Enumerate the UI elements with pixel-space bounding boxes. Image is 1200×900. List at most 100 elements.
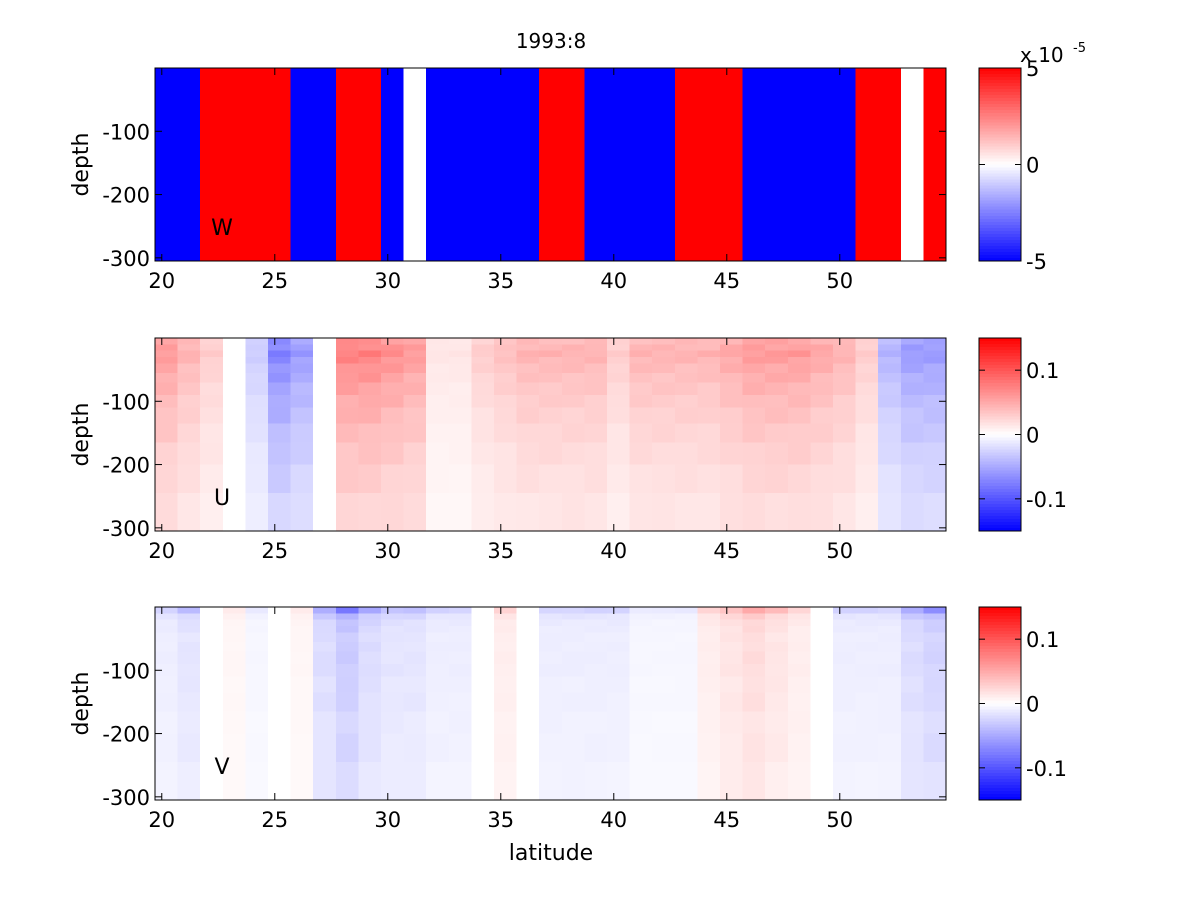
heatmap-cell [833,86,857,94]
heatmap-cell [313,442,337,466]
heatmap-cell [200,137,224,155]
heatmap-cell [381,344,405,352]
heatmap-cell [335,93,359,104]
colorbar-swatch [979,155,1021,160]
heatmap-cell [787,607,811,614]
figure-title: 1993:8 [516,29,586,53]
heatmap-cell [810,350,834,358]
heatmap-cell [607,619,631,627]
heatmap-cell [471,102,495,113]
heatmap-cell [155,692,179,713]
heatmap-cell [833,356,857,364]
heatmap-cell [787,442,811,466]
colorbar-swatch [979,230,1021,235]
heatmap-cell [720,641,744,652]
heatmap-cell [448,711,472,735]
heatmap-cell [222,93,246,104]
heatmap-cell [607,124,631,139]
heatmap-cell [268,407,292,425]
heatmap-cell [765,86,789,94]
heatmap-cell [177,382,201,396]
heatmap-cell [720,625,744,633]
heatmap-cell [855,363,879,374]
heatmap-cell [177,641,201,652]
heatmap-cell [539,372,563,383]
heatmap-cell [448,172,472,196]
heatmap-cell [222,80,246,88]
heatmap-cell [177,86,201,94]
heatmap-cell [900,372,924,383]
heatmap-cell [516,338,540,345]
heatmap-cell [742,86,766,94]
colorbar-swatch [979,670,1021,674]
heatmap-cell [335,625,359,633]
heatmap-cell [335,153,359,174]
heatmap-cell [878,356,902,364]
colorbar-swatch [979,188,1021,193]
heatmap-cell [810,442,834,466]
heatmap-cell [584,68,608,75]
heatmap-cell [494,632,518,643]
heatmap-cell [313,464,337,494]
heatmap-cell [245,651,269,665]
heatmap-cell [607,625,631,633]
heatmap-cell [268,651,292,665]
heatmap-cell [381,68,405,75]
colorbar-tick-label: -0.1 [1026,757,1067,781]
heatmap-cell [810,613,834,621]
heatmap-cell [765,344,789,352]
heatmap-cell [923,223,947,262]
heatmap-cell [335,338,359,345]
heatmap-cell [358,762,382,801]
heatmap-cell [335,733,359,763]
heatmap-cell [494,344,518,352]
heatmap-cell [290,442,314,466]
heatmap-cell [155,68,179,75]
colorbar-swatch [979,709,1021,714]
heatmap-cell [833,442,857,466]
heatmap-cell [494,102,518,113]
heatmap-cell [426,153,450,174]
heatmap-cell [335,613,359,621]
heatmap-cell [923,493,947,532]
heatmap-cell [607,86,631,94]
heatmap-cell [471,692,495,713]
heatmap-cell [923,74,947,82]
colorbar-swatch [979,254,1021,259]
heatmap-cell [381,423,405,444]
colorbar-swatch [979,742,1021,747]
heatmap-cell [448,442,472,466]
heatmap-cell [245,350,269,358]
heatmap-cell [652,607,676,614]
heatmap-cell [268,344,292,352]
heatmap-cell [810,68,834,75]
heatmap-cell [313,137,337,155]
heatmap-cell [878,442,902,466]
heatmap-cell [833,641,857,652]
heatmap-cell [290,625,314,633]
colorbar-tick-label: -5 [1026,250,1047,274]
heatmap-cell [381,394,405,409]
heatmap-cell [426,344,450,352]
heatmap-cell [720,363,744,374]
heatmap-cell [697,86,721,94]
heatmap-cell [607,102,631,113]
x-tick-label: 30 [374,539,401,563]
heatmap-cell [810,407,834,425]
heatmap-cell [787,194,811,224]
colorbar-swatch [979,191,1021,196]
colorbar-swatch [979,113,1021,117]
heatmap-cell [381,356,405,364]
heatmap-cell [245,692,269,713]
heatmap-cell [313,619,337,627]
heatmap-cell [335,356,359,364]
colorbar-swatch [979,736,1021,741]
heatmap-cell [200,651,224,665]
heatmap-cell [765,194,789,224]
heatmap-cell [381,613,405,621]
colorbar-swatch [979,715,1021,720]
heatmap-cell [245,423,269,444]
heatmap-cell [810,641,834,652]
heatmap-cell [313,407,337,425]
